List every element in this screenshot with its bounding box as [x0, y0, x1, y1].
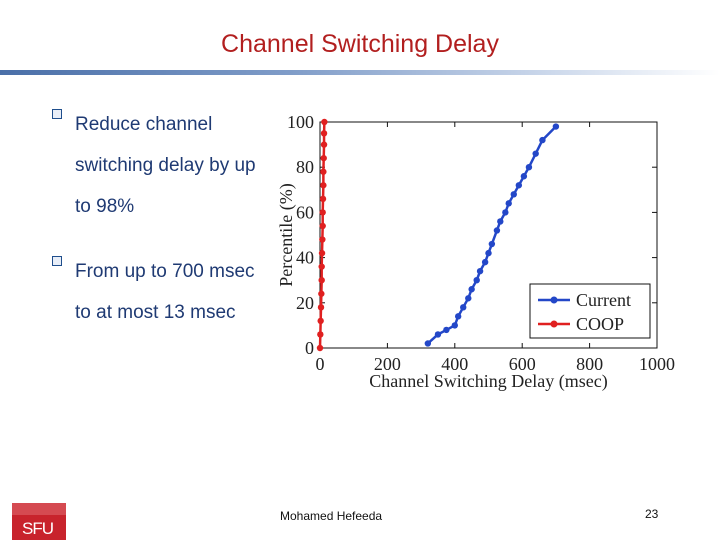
- legend-swatch-marker: [550, 296, 558, 304]
- x-tick-label: 1000: [639, 354, 675, 374]
- series-0-point: [454, 313, 462, 320]
- series-0-point: [481, 258, 489, 266]
- series-1-point: [320, 154, 327, 162]
- y-axis-label: Percentile (%): [276, 183, 297, 286]
- legend-label: COOP: [576, 314, 624, 334]
- sfu-logo: SFU: [12, 503, 66, 540]
- legend-label: Current: [576, 290, 631, 310]
- series-0-point: [502, 209, 509, 216]
- x-tick-label: 400: [441, 354, 468, 374]
- series-0-point: [476, 267, 484, 275]
- series-0-point: [451, 322, 458, 329]
- y-tick-label: 20: [296, 293, 314, 313]
- series-1-point: [318, 249, 326, 257]
- footer-author: Mohamed Hefeeda: [280, 509, 383, 523]
- series-0-point: [493, 227, 501, 234]
- y-tick-label: 0: [305, 338, 314, 358]
- series-0-point: [552, 123, 560, 130]
- x-axis-label: Channel Switching Delay (msec): [369, 371, 607, 392]
- series-0-point: [505, 200, 512, 207]
- square-bullet-icon: [52, 109, 62, 119]
- series-0-point: [515, 182, 523, 189]
- y-tick-label: 100: [287, 112, 314, 132]
- y-tick-label: 60: [296, 202, 314, 222]
- bullet-list: Reduce channel switching delay by up to …: [52, 109, 262, 367]
- series-0-point: [424, 340, 432, 347]
- series-0-point: [520, 173, 528, 180]
- bullet-text: Reduce channel switching delay by up to …: [75, 114, 256, 217]
- logo-stripe: [12, 503, 66, 515]
- series-1-point: [321, 118, 328, 126]
- series-0-point: [539, 136, 546, 144]
- series-0-point: [443, 326, 450, 334]
- series-0-point: [473, 277, 480, 284]
- page-number: 23: [645, 507, 659, 521]
- bullet-item: Reduce channel switching delay by up to …: [52, 104, 262, 227]
- y-tick-label: 80: [296, 157, 314, 177]
- plot-frame: [319, 121, 658, 349]
- series-0-point: [532, 150, 539, 157]
- series-1-point: [318, 290, 325, 297]
- series-1-point: [320, 141, 328, 148]
- series-0-point: [510, 191, 517, 198]
- series-1-point: [319, 222, 326, 230]
- y-tick-label: 40: [296, 248, 314, 268]
- x-tick-label: 800: [576, 354, 603, 374]
- bullet-item: From up to 700 msec to at most 13 msec: [52, 251, 262, 333]
- series-1-point: [317, 317, 324, 325]
- series-1-point: [318, 277, 325, 284]
- series-1-point: [319, 236, 326, 243]
- series-0-point: [468, 286, 475, 293]
- legend-box: [529, 283, 651, 339]
- series-1-point: [317, 331, 324, 338]
- bullet-text: From up to 700 msec to at most 13 msec: [75, 261, 255, 323]
- series-1-point: [316, 344, 324, 352]
- series-0-point: [525, 164, 533, 171]
- series-0-point: [488, 240, 496, 248]
- series-1-point: [320, 130, 328, 137]
- series-0-point: [460, 304, 467, 311]
- series-1-point: [319, 209, 326, 216]
- series-1-point: [320, 168, 327, 175]
- x-tick-label: 600: [509, 354, 536, 374]
- square-bullet-icon: [52, 256, 62, 266]
- slide-title: Channel Switching Delay: [221, 30, 499, 58]
- series-0-point: [434, 331, 442, 338]
- x-tick-label: 0: [316, 354, 325, 374]
- series-1-point: [320, 182, 327, 189]
- series-1-point: [319, 195, 327, 203]
- series-0-point: [485, 249, 492, 257]
- logo-text: SFU: [22, 519, 54, 538]
- series-1-point: [317, 304, 325, 311]
- series-1-point: [318, 263, 325, 270]
- series-0-point: [465, 295, 472, 302]
- title-underline: [0, 70, 720, 75]
- series-0-point: [497, 218, 504, 225]
- legend-swatch-marker: [550, 320, 558, 328]
- x-tick-label: 200: [374, 354, 401, 374]
